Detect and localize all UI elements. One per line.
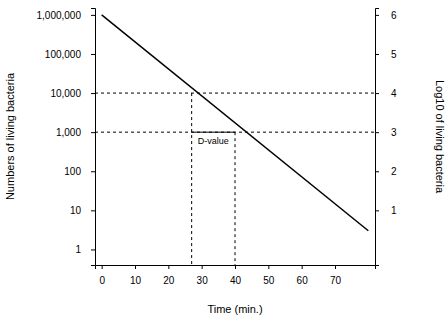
marks <box>95 15 375 265</box>
y-axis: 1 10 100 1,000 10,000 100,000 1,000,000 <box>37 9 96 266</box>
tick-mark <box>168 265 169 269</box>
tick-label: 70 <box>330 275 342 286</box>
x-axis: 0 10 20 30 40 50 60 70 <box>96 265 376 286</box>
tick-label: 20 <box>163 275 175 286</box>
tick-mark <box>235 265 236 269</box>
y2-axis-title: Log10 of living bacteria <box>434 80 446 194</box>
x-axis-line <box>96 266 376 270</box>
tick-mark <box>375 171 379 172</box>
tick-mark <box>91 171 95 172</box>
chart: 0102030405060701101001,00010,000100,0001… <box>0 0 448 321</box>
tick: 1,000 <box>56 127 95 138</box>
tick: 10 <box>130 265 142 286</box>
tick: 1,000,000 <box>37 10 96 21</box>
tick-mark <box>375 54 379 55</box>
tick-label: 40 <box>230 275 242 286</box>
tick-label: 1 <box>391 205 397 216</box>
tick-mark <box>202 265 203 269</box>
tick: 20 <box>163 265 175 286</box>
tick-label: 10,000 <box>50 88 81 99</box>
tick-mark <box>375 15 379 16</box>
tick-label: 1,000,000 <box>37 10 82 21</box>
tick: 5 <box>375 49 397 60</box>
guide-vertical <box>191 93 192 265</box>
tick-mark <box>268 265 269 269</box>
tick-label: 100,000 <box>45 49 82 60</box>
tick-label: 10 <box>70 205 82 216</box>
annotation-label: D-value <box>198 136 229 146</box>
tick-mark <box>375 210 379 211</box>
tick-mark <box>375 93 379 94</box>
y-axis-title: Numbers of living bacteria <box>4 72 16 200</box>
tick: 2 <box>375 166 397 177</box>
tick-mark <box>335 265 336 269</box>
y2-axis: 1 2 3 4 5 6 <box>375 9 397 266</box>
tick-mark <box>302 265 303 269</box>
tick-mark <box>91 93 95 94</box>
tick: 1 <box>375 205 397 216</box>
annotation-bracket <box>192 132 235 133</box>
y2-axis-line <box>376 9 380 266</box>
tick-label: 60 <box>297 275 309 286</box>
tick: 100,000 <box>45 49 95 60</box>
tick: 60 <box>297 265 309 286</box>
tick-label: 50 <box>263 275 275 286</box>
tick-label: 0 <box>99 275 105 286</box>
tick-label: 1,000 <box>56 127 81 138</box>
tick-mark <box>91 132 95 133</box>
tick: 4 <box>375 88 397 99</box>
tick-mark <box>91 54 95 55</box>
y-axis-line <box>91 9 96 266</box>
tick: 6 <box>375 10 397 21</box>
tick-label: 2 <box>391 166 397 177</box>
tick-mark <box>91 249 95 250</box>
tick-label: 6 <box>391 10 397 21</box>
tick-label: 5 <box>391 49 397 60</box>
tick-label: 30 <box>197 275 209 286</box>
tick: 70 <box>330 265 342 286</box>
tick-label: 10 <box>130 275 142 286</box>
series-line <box>102 15 369 231</box>
tick-mark <box>91 210 95 211</box>
tick: 30 <box>197 265 209 286</box>
guide-horizontal <box>95 132 375 133</box>
tick: 10,000 <box>50 88 95 99</box>
tick-mark <box>135 265 136 269</box>
tick-label: 100 <box>64 166 81 177</box>
tick: 100 <box>64 166 95 177</box>
tick: 3 <box>375 127 397 138</box>
tick-label: 3 <box>391 127 397 138</box>
tick-mark <box>91 15 95 16</box>
tick-mark <box>102 265 103 269</box>
tick-label: 4 <box>391 88 397 99</box>
tick: 1 <box>75 244 95 255</box>
tick-label: 1 <box>75 244 81 255</box>
tick: 40 <box>230 265 242 286</box>
guide-vertical <box>235 132 236 265</box>
tick: 50 <box>263 265 275 286</box>
tick: 10 <box>70 205 95 216</box>
plot: 0102030405060701101001,00010,000100,0001… <box>37 9 398 287</box>
guide-horizontal <box>95 93 375 94</box>
tick-mark <box>375 132 379 133</box>
x-axis-title: Time (min.) <box>207 303 262 315</box>
tick: 0 <box>99 265 105 286</box>
